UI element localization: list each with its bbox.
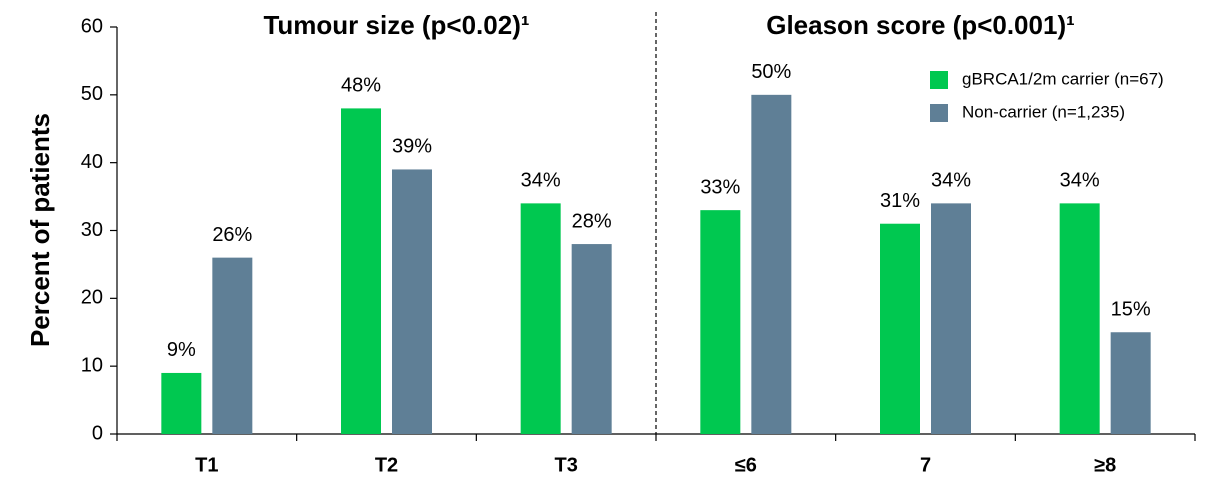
value-label: 34%	[931, 170, 971, 192]
y-tick-label: 40	[81, 151, 103, 173]
y-tick-label: 50	[81, 83, 103, 105]
value-label: 26%	[212, 224, 252, 246]
y-tick-label: 60	[81, 15, 103, 37]
value-label: 33%	[700, 176, 740, 198]
legend-label: Non-carrier (n=1,235)	[962, 102, 1125, 121]
x-tick-label: 7	[920, 454, 931, 476]
legend-swatch	[930, 71, 948, 89]
bar	[341, 108, 381, 435]
x-tick-label: ≥8	[1094, 454, 1116, 476]
x-tick-label: T1	[195, 454, 218, 476]
value-label: 15%	[1111, 299, 1151, 321]
bar	[1059, 203, 1100, 434]
bar	[161, 372, 202, 434]
bar	[212, 257, 253, 434]
value-label: 34%	[1060, 170, 1100, 192]
y-tick-label: 30	[81, 219, 103, 241]
value-label: 34%	[521, 170, 561, 192]
bar	[392, 169, 432, 434]
bar	[880, 223, 920, 434]
y-tick-label: 10	[81, 354, 103, 376]
legend-label: gBRCA1/2m carrier (n=67)	[962, 69, 1164, 88]
y-axis-label: Percent of patients	[25, 113, 55, 347]
bar	[931, 203, 971, 434]
x-tick-label: T3	[554, 454, 577, 476]
bar	[751, 94, 792, 434]
bar	[700, 210, 741, 434]
value-label: 28%	[572, 210, 612, 232]
bar	[571, 244, 612, 434]
value-label: 48%	[341, 75, 381, 97]
value-label: 39%	[392, 136, 432, 158]
value-label: 31%	[880, 190, 920, 212]
value-label: 50%	[751, 61, 791, 83]
panel-title: Tumour size (p<0.02)¹	[263, 10, 529, 40]
legend-swatch	[930, 104, 948, 122]
x-tick-label: T2	[375, 454, 398, 476]
x-tick-label: ≤6	[735, 454, 757, 476]
y-tick-label: 0	[92, 422, 103, 444]
y-tick-label: 20	[81, 287, 103, 309]
panel-title: Gleason score (p<0.001)¹	[766, 10, 1075, 40]
bar	[520, 203, 561, 434]
value-label: 9%	[167, 339, 196, 361]
bar	[1110, 332, 1151, 434]
